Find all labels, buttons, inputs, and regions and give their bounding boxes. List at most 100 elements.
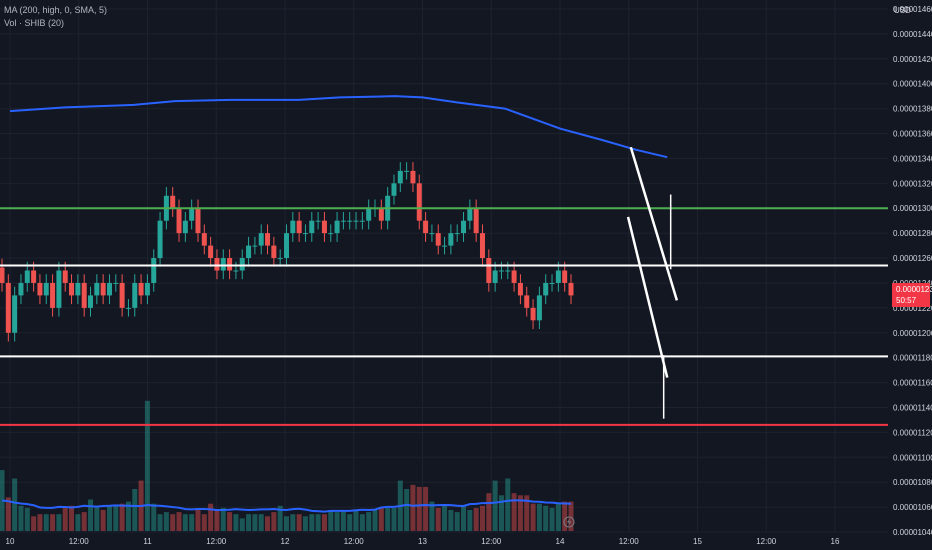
candle — [321, 220, 327, 234]
volume-bar — [201, 514, 207, 531]
price-tick-label: 0.00001060 — [893, 503, 932, 512]
volume-bar — [208, 503, 214, 531]
candle — [473, 208, 479, 234]
volume-bar — [106, 505, 112, 531]
volume-bar — [12, 478, 18, 531]
volume-bar — [467, 510, 473, 531]
volume-bar — [334, 512, 340, 531]
candle — [435, 233, 441, 246]
candle — [5, 282, 11, 333]
candle — [56, 270, 62, 308]
candle — [62, 270, 68, 283]
volume-bar — [125, 501, 131, 531]
candle — [220, 258, 226, 271]
time-tick-label: 12:00 — [481, 537, 502, 546]
candle — [378, 208, 384, 221]
volume-bar — [435, 507, 441, 531]
candle — [359, 220, 365, 222]
candle — [366, 208, 372, 221]
candle — [43, 282, 49, 296]
price-axis[interactable]: 0.00001460 0.00001440 0.00001420 0.00001400… — [893, 5, 932, 537]
volume-bar — [214, 510, 220, 531]
time-tick-label: 12:00 — [756, 537, 777, 546]
volume-bar — [404, 489, 410, 531]
volume-bar — [151, 503, 157, 531]
price-tick-label: 0.00001320 — [893, 179, 932, 188]
volume-bar — [385, 507, 391, 531]
volume-bar — [37, 514, 43, 531]
candle — [543, 282, 549, 296]
time-axis[interactable]: 10 12:00 11 12:00 12 12:00 13 12:00 14 12:00 15 12:… — [6, 537, 840, 546]
volume-bar — [176, 512, 182, 531]
currency-label: USD — [894, 6, 911, 15]
candle — [511, 270, 517, 283]
volume-bar — [5, 497, 11, 531]
volume-bar — [258, 514, 264, 531]
volume-bar — [252, 514, 258, 531]
channel-line — [629, 146, 679, 301]
candle — [391, 183, 397, 196]
time-tick-label: 12:00 — [344, 537, 365, 546]
volume-bar — [290, 514, 296, 531]
volume-bar — [486, 493, 492, 531]
volume-bar — [132, 489, 138, 531]
candle — [492, 270, 498, 283]
price-tick-label: 0.00001100 — [893, 453, 932, 462]
price-tick-label: 0.00001360 — [893, 130, 932, 139]
last-price-value: 0.00001232 — [896, 285, 932, 294]
volume-bar — [505, 478, 511, 531]
volume-bar — [543, 505, 549, 531]
volume-bar — [568, 501, 574, 531]
candle — [113, 282, 119, 284]
volume-bar — [100, 510, 106, 531]
candle — [106, 282, 112, 296]
volume-bar — [31, 516, 37, 531]
candle — [353, 220, 359, 222]
candle — [201, 233, 207, 246]
price-tick-label: 0.00001080 — [893, 478, 932, 487]
volume-bar — [461, 505, 467, 531]
volume-legend[interactable]: Vol · SHIB (20) — [4, 18, 65, 28]
candle — [302, 233, 308, 235]
candle — [505, 270, 511, 272]
candle — [151, 258, 157, 283]
candle — [157, 220, 163, 259]
volume-bar — [119, 503, 125, 531]
volume-bar — [182, 514, 188, 531]
candle — [208, 245, 214, 259]
volume-ma — [1, 499, 572, 513]
volume-bar — [473, 507, 479, 531]
measure-line[interactable] — [662, 194, 672, 419]
candle — [195, 208, 201, 234]
price-tick-label: 0.00001300 — [893, 204, 932, 213]
candle — [176, 208, 182, 234]
volume-bar — [416, 486, 422, 531]
time-tick-label: 13 — [418, 537, 427, 546]
candle — [94, 282, 100, 296]
trend-channel[interactable] — [626, 146, 679, 378]
volume-bar — [113, 505, 119, 531]
volume-bar — [524, 495, 530, 531]
price-tick-label: 0.00001220 — [893, 304, 932, 313]
candle — [309, 220, 315, 234]
ma-legend[interactable]: MA (200, high, 0, SMA, 5) — [4, 5, 108, 15]
candle — [423, 220, 429, 234]
price-tick-label: 0.00001340 — [893, 154, 932, 163]
volume-bar — [442, 505, 448, 531]
time-tick-label: 12:00 — [619, 537, 640, 546]
candle — [144, 282, 150, 296]
volume-bar — [555, 503, 561, 531]
lightning-icon[interactable] — [563, 516, 575, 528]
candle — [81, 282, 87, 308]
candle — [328, 233, 334, 235]
time-tick-label: 14 — [556, 537, 565, 546]
volume-bar — [233, 514, 239, 531]
volume-bar — [391, 507, 397, 531]
volume-bar — [239, 518, 245, 531]
price-tick-label: 0.00001180 — [893, 354, 932, 363]
volume-bar — [492, 480, 498, 531]
horizontal-levels[interactable] — [0, 207, 888, 426]
volume-bar — [498, 495, 504, 531]
candle — [404, 170, 410, 172]
